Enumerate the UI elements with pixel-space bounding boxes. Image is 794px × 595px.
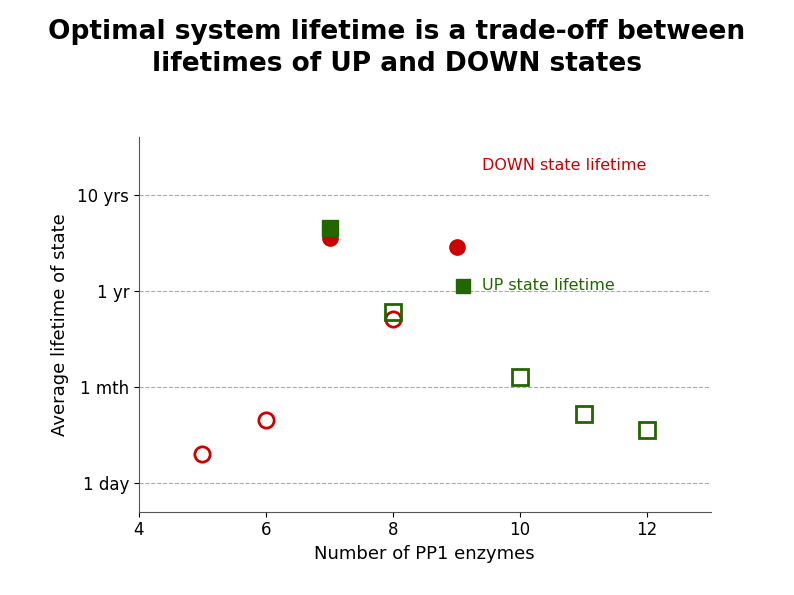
Text: DOWN state lifetime: DOWN state lifetime	[482, 158, 646, 173]
Text: Optimal system lifetime is a trade-off between
lifetimes of UP and DOWN states: Optimal system lifetime is a trade-off b…	[48, 19, 746, 77]
X-axis label: Number of PP1 enzymes: Number of PP1 enzymes	[314, 545, 535, 563]
Text: UP state lifetime: UP state lifetime	[482, 278, 615, 293]
Y-axis label: Average lifetime of state: Average lifetime of state	[51, 213, 69, 436]
